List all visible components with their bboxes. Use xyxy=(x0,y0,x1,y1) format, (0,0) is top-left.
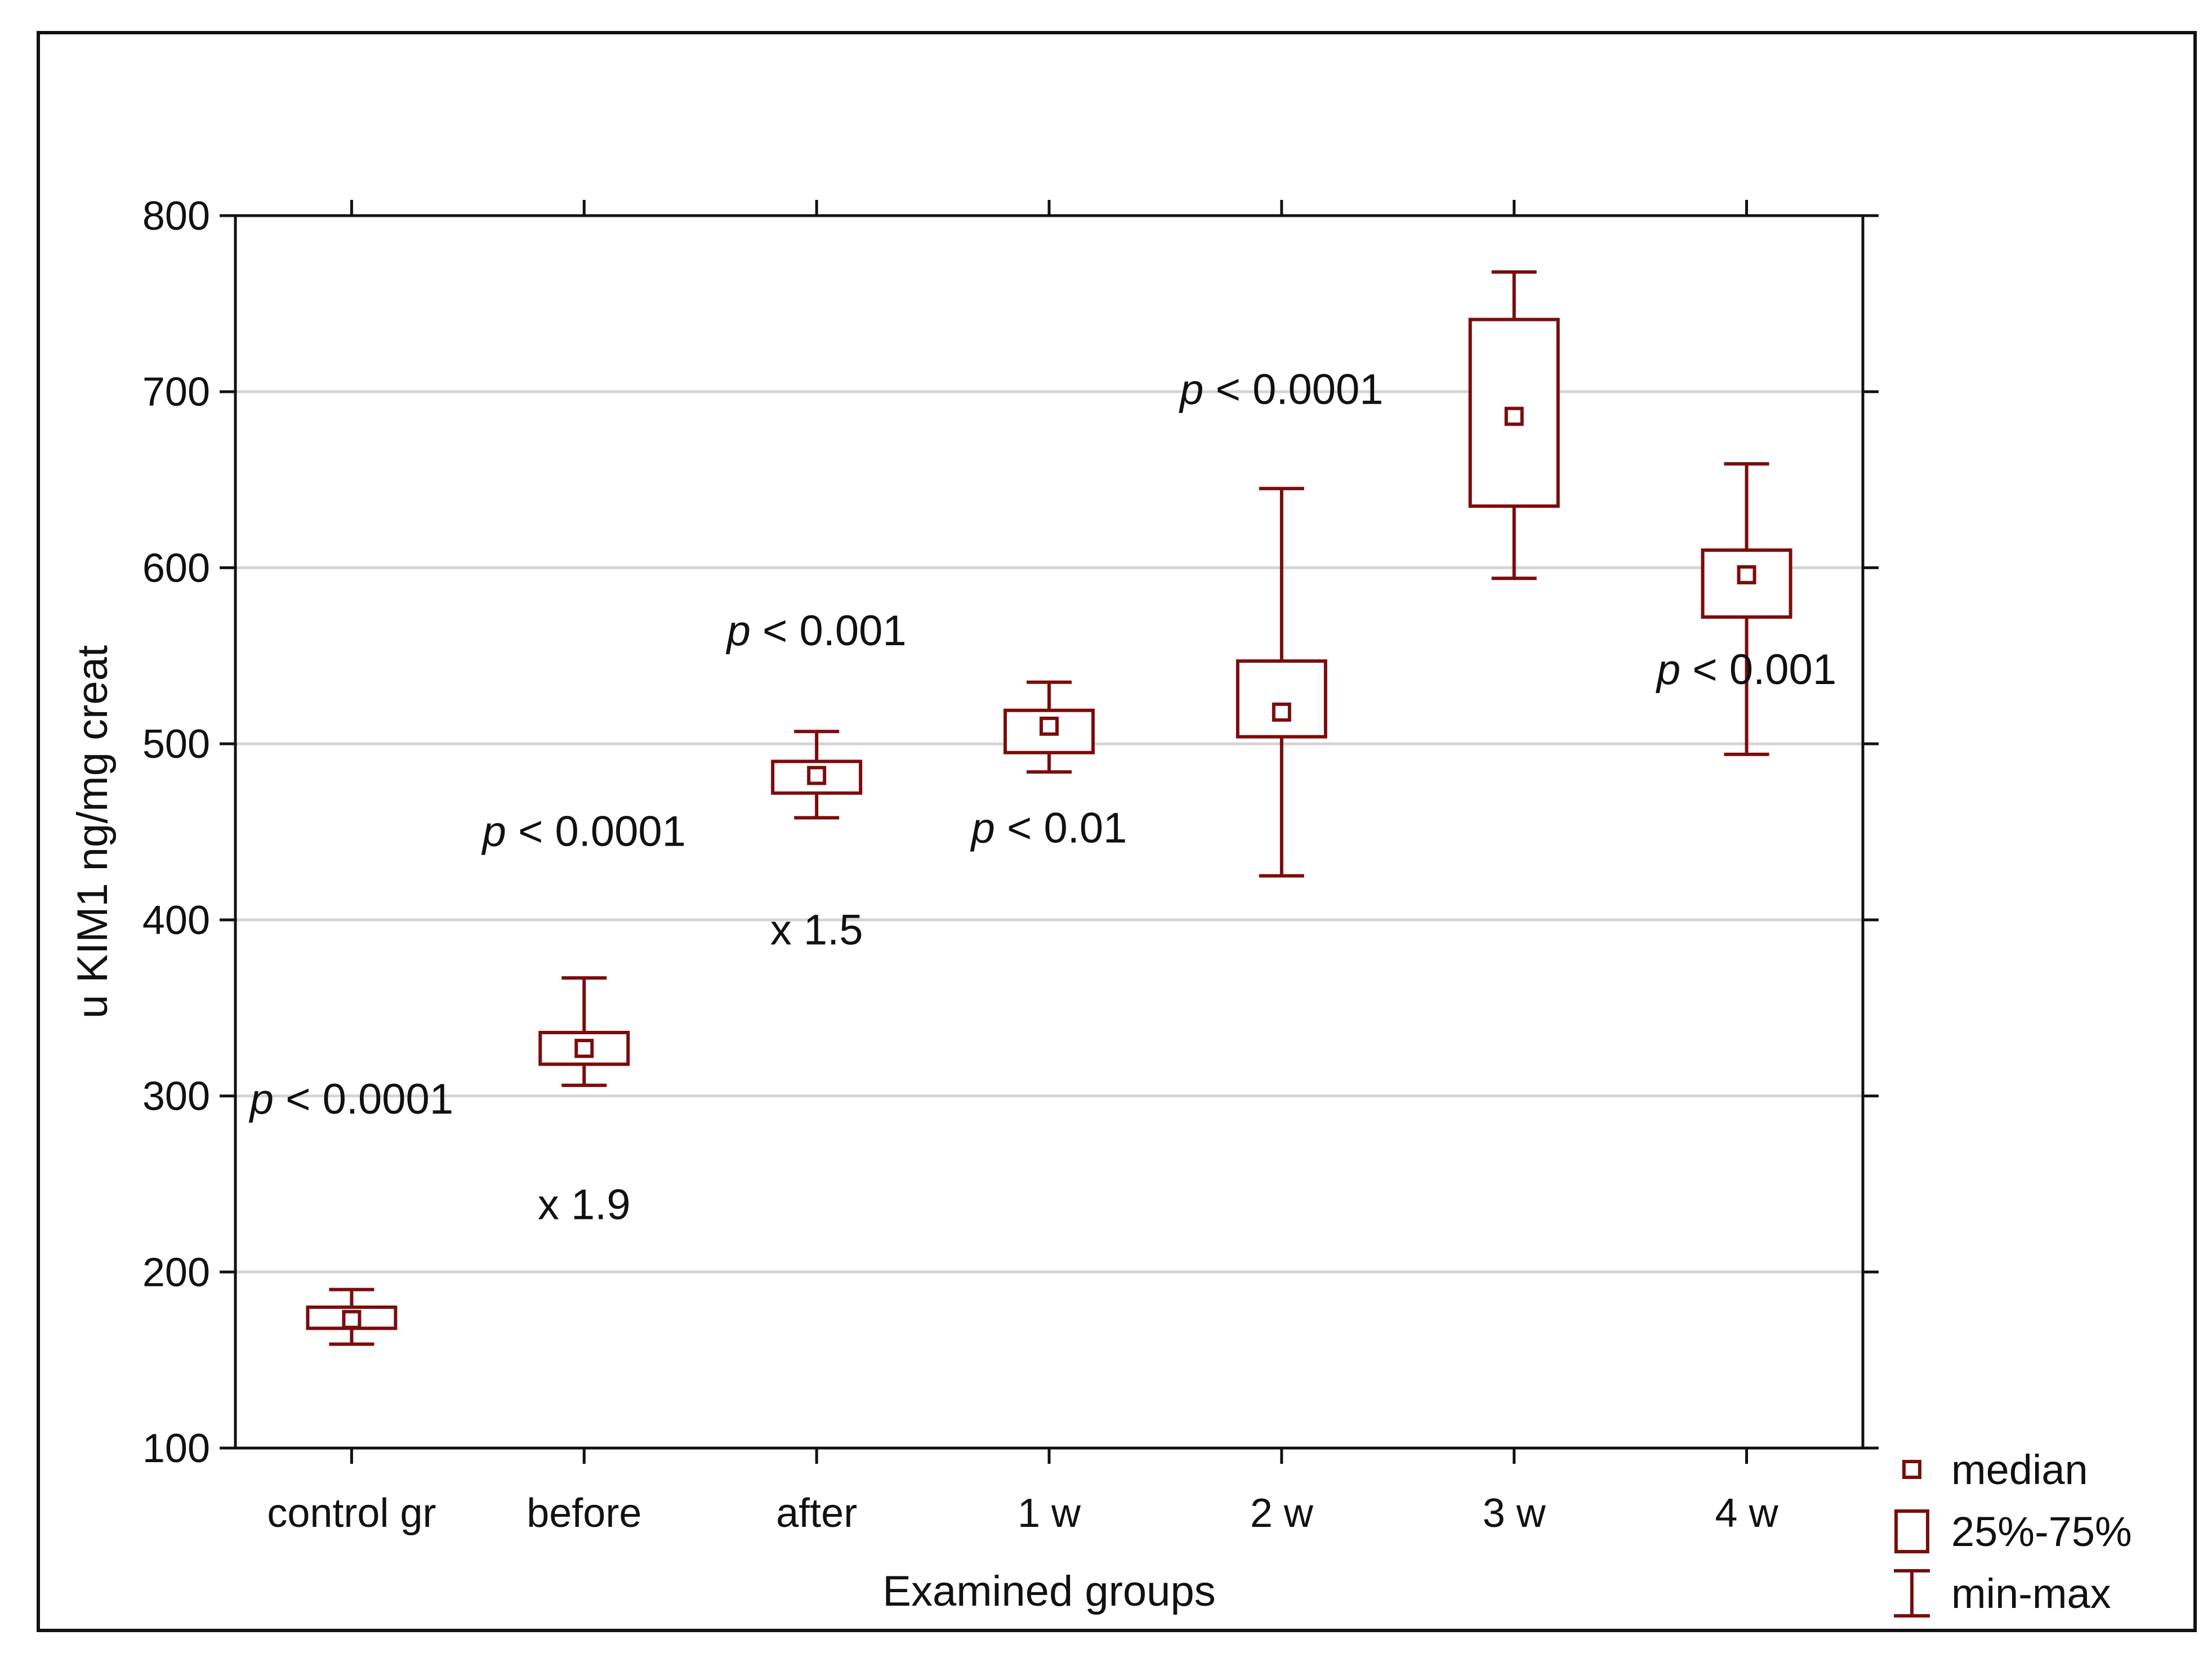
annotation-label: p < 0.01 xyxy=(970,804,1127,852)
box-group xyxy=(1468,270,1560,580)
y-tick-label: 100 xyxy=(142,1426,210,1471)
y-axis: 100 200 300 400 500 600 700 800 xyxy=(142,194,1879,1471)
y-tick-label: 800 xyxy=(142,194,210,239)
annotation-label: p < 0.0001 xyxy=(1179,366,1383,414)
x-tick-label: 2 w xyxy=(1250,1491,1314,1536)
box-group xyxy=(306,1288,398,1346)
annotation-value: < 0.01 xyxy=(995,804,1127,852)
legend-median-symbol xyxy=(1902,1460,1921,1479)
box-group xyxy=(1701,462,1792,756)
x-tick-label: 4 w xyxy=(1715,1491,1779,1536)
outer-frame xyxy=(37,31,2197,1632)
p-symbol: p xyxy=(1179,366,1203,414)
p-symbol: p xyxy=(249,1075,274,1123)
legend: median 25%-75% min-max xyxy=(1894,1446,2132,1618)
legend-item-median: median xyxy=(1902,1446,2088,1493)
legend-item-whisker: min-max xyxy=(1894,1569,2111,1618)
annotation-label: p < 0.001 xyxy=(1656,646,1836,694)
median-marker xyxy=(342,1310,362,1329)
boxes xyxy=(306,270,1792,1346)
annotation-value: < 0.0001 xyxy=(1203,366,1383,414)
annotation-label: x 1.5 xyxy=(770,906,863,954)
median-marker xyxy=(1737,565,1756,584)
legend-item-box: 25%-75% xyxy=(1894,1508,2132,1555)
gridlines xyxy=(235,390,1863,1274)
median-marker xyxy=(1504,406,1524,426)
x-tick-label: after xyxy=(776,1491,857,1536)
x-tick-label: 1 w xyxy=(1018,1491,1081,1536)
legend-label: 25%-75% xyxy=(1951,1508,2132,1555)
p-symbol: p xyxy=(726,607,751,655)
median-marker xyxy=(1040,716,1059,736)
annotation-value: < 0.0001 xyxy=(274,1075,453,1123)
annotation-value: < 0.001 xyxy=(1680,646,1836,694)
p-symbol: p xyxy=(481,808,506,856)
median-marker xyxy=(807,766,827,785)
box-group xyxy=(771,730,863,820)
y-axis-title: u KIM1 ng/mg creat xyxy=(69,645,117,1018)
y-tick-label: 400 xyxy=(142,898,210,943)
y-tick-label: 600 xyxy=(142,546,210,591)
annotation-value: x 1.5 xyxy=(770,906,863,954)
annotation-label: x 1.9 xyxy=(538,1181,631,1228)
x-tick-label: before xyxy=(527,1491,641,1536)
annotation-value: x 1.9 xyxy=(538,1181,631,1228)
y-tick-label: 700 xyxy=(142,370,210,415)
annotation-label: p < 0.0001 xyxy=(481,808,686,856)
box-group xyxy=(1004,680,1095,774)
p-symbol: p xyxy=(1656,646,1680,694)
annotation-label: p < 0.001 xyxy=(726,607,907,655)
legend-box-symbol xyxy=(1894,1509,1929,1553)
legend-label: median xyxy=(1951,1446,2088,1493)
annotation-value: < 0.001 xyxy=(751,607,907,655)
median-marker xyxy=(1272,702,1291,722)
iqr-box xyxy=(538,1030,630,1066)
y-tick-label: 300 xyxy=(142,1074,210,1119)
x-tick-label: control gr xyxy=(267,1491,436,1536)
box-group xyxy=(1236,486,1327,878)
p-symbol: p xyxy=(970,804,995,852)
x-axis-title: Examined groups xyxy=(882,1567,1215,1615)
x-tick-label: 3 w xyxy=(1483,1491,1546,1536)
median-marker xyxy=(574,1039,594,1058)
iqr-box xyxy=(1236,659,1327,739)
legend-label: min-max xyxy=(1951,1570,2111,1617)
y-tick-label: 200 xyxy=(142,1250,210,1295)
box-group xyxy=(538,976,630,1087)
y-tick-label: 500 xyxy=(142,722,210,767)
annotation-value: < 0.0001 xyxy=(506,808,686,856)
annotation-label: p < 0.0001 xyxy=(249,1075,453,1123)
x-axis: control gr before after 1 w 2 w 3 w 4 w xyxy=(267,200,1779,1536)
